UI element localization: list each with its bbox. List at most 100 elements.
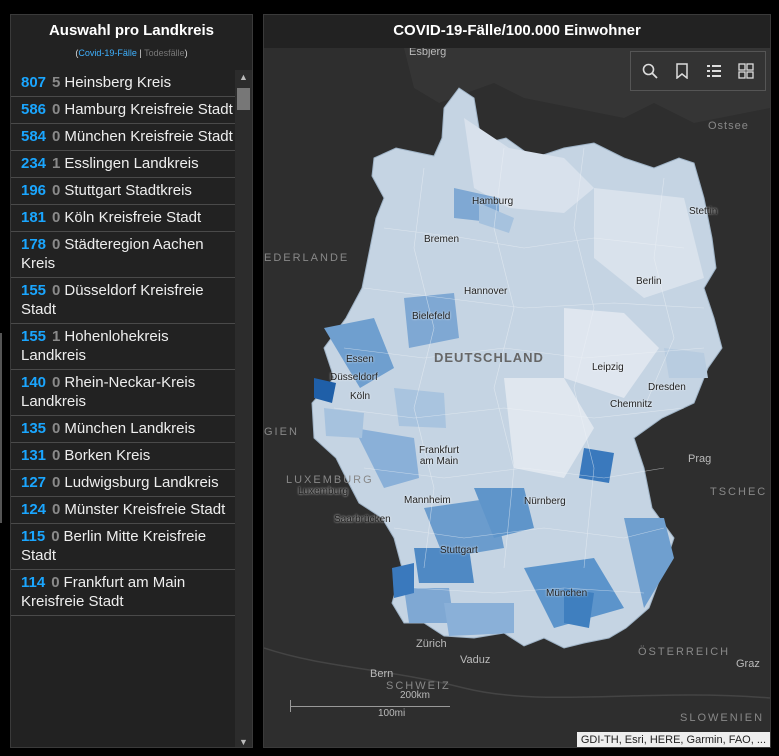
death-count: 0 xyxy=(52,374,61,391)
case-count: 155 xyxy=(21,328,47,345)
death-count: 0 xyxy=(52,447,61,464)
city-label: Hamburg xyxy=(472,196,514,207)
city-label: München xyxy=(546,588,588,599)
map-view[interactable]: Esbjerg Hamburg Bremen Hannover Bielefel… xyxy=(264,48,770,748)
list-item[interactable]: 135 0 München Landkreis xyxy=(11,416,237,443)
list-item[interactable]: 124 0 Münster Kreisfreie Stadt xyxy=(11,497,237,524)
map-attribution[interactable]: GDI-TH, Esri, HERE, Garmin, FAO, ... xyxy=(576,732,770,747)
list-item[interactable]: 234 1 Esslingen Landkreis xyxy=(11,151,237,178)
county-name: Frankfurt am Main Kreisfreie Stadt xyxy=(21,574,186,610)
county-name: München Landkreis xyxy=(64,420,196,437)
death-count: 0 xyxy=(52,282,61,299)
city-label: Berlin xyxy=(636,276,662,287)
city-label: Bremen xyxy=(424,234,460,245)
panel-title: Auswahl pro Landkreis xyxy=(48,22,215,39)
death-count: 0 xyxy=(52,420,61,437)
bookmark-icon[interactable] xyxy=(669,58,695,84)
case-count: 234 xyxy=(21,155,47,172)
list-item[interactable]: 181 0 Köln Kreisfreie Stadt xyxy=(11,205,237,232)
city-label: Graz xyxy=(736,658,760,670)
city-label: Stettin xyxy=(689,206,718,217)
city-label: Mannheim xyxy=(404,495,451,506)
country-label: LUXEMBURG xyxy=(286,474,374,486)
county-list-panel: Auswahl pro Landkreis (Covid-19-Fälle | … xyxy=(10,14,253,748)
country-label: EDERLANDE xyxy=(264,252,350,264)
county-name: Heinsberg Kreis xyxy=(64,74,172,91)
city-label: Köln xyxy=(350,391,371,402)
city-label: Frankfurt am Main xyxy=(418,445,459,467)
list-item[interactable]: 131 0 Borken Kreis xyxy=(11,443,237,470)
city-label: Chemnitz xyxy=(610,399,653,410)
death-count: 0 xyxy=(51,528,60,545)
list-item[interactable]: 155 0 Düsseldorf Kreisfreie Stadt xyxy=(11,278,237,324)
basemap-gallery-icon[interactable] xyxy=(733,58,759,84)
death-count: 0 xyxy=(52,501,61,518)
scale-km: 200km xyxy=(400,690,431,701)
map-panel: COVID-19-Fälle/100.000 Einwohner xyxy=(263,14,771,748)
scale-mi: 100mi xyxy=(378,708,406,719)
death-count: 0 xyxy=(52,474,61,491)
list-item[interactable]: 140 0 Rhein-Neckar-Kreis Landkreis xyxy=(11,370,237,416)
county-name: Rhein-Neckar-Kreis Landkreis xyxy=(21,374,196,410)
city-label: Hannover xyxy=(464,286,508,297)
county-name: Hamburg Kreisfreie Stadt xyxy=(64,101,233,118)
case-count: 115 xyxy=(21,528,46,545)
cases-toggle[interactable]: Covid-19-Fälle xyxy=(78,48,137,58)
county-name: Städteregion Aachen Kreis xyxy=(21,236,204,272)
case-count: 127 xyxy=(21,474,47,491)
city-label: Leipzig xyxy=(592,362,624,373)
choropleth-map[interactable] xyxy=(264,48,770,748)
country-label-germany: DEUTSCHLAND xyxy=(434,350,544,365)
legend-icon[interactable] xyxy=(701,58,727,84)
city-label: Düsseldorf xyxy=(330,372,378,383)
case-count: 135 xyxy=(21,420,47,437)
list-item[interactable]: 178 0 Städteregion Aachen Kreis xyxy=(11,232,237,278)
death-count: 0 xyxy=(52,182,61,199)
map-title: COVID-19-Fälle/100.000 Einwohner xyxy=(393,22,641,39)
country-label: ÖSTERREICH xyxy=(638,646,731,658)
case-count: 155 xyxy=(21,282,47,299)
list-item[interactable]: 584 0 München Kreisfreie Stadt xyxy=(11,124,237,151)
map-toolbar xyxy=(630,51,766,91)
city-label: Prag xyxy=(688,453,712,465)
death-count: 1 xyxy=(52,328,61,345)
list-item[interactable]: 127 0 Ludwigsburg Landkreis xyxy=(11,470,237,497)
case-count: 124 xyxy=(21,501,47,518)
scroll-down-icon[interactable]: ▼ xyxy=(239,737,248,747)
country-label: GIEN xyxy=(264,426,299,438)
case-count: 807 xyxy=(21,74,47,91)
city-label: Dresden xyxy=(648,382,686,393)
death-count: 0 xyxy=(51,574,60,591)
county-name: Esslingen Landkreis xyxy=(64,155,199,172)
list-item[interactable]: 586 0 Hamburg Kreisfreie Stadt xyxy=(11,97,237,124)
city-label: Bielefeld xyxy=(412,311,451,322)
sea-label: Ostsee xyxy=(708,120,749,132)
case-count: 114 xyxy=(21,574,46,591)
scale-bar: 200km 100mi xyxy=(290,690,450,720)
death-count: 0 xyxy=(52,236,61,253)
list-item[interactable]: 114 0 Frankfurt am Main Kreisfreie Stadt xyxy=(11,570,237,616)
case-count: 181 xyxy=(21,209,47,226)
case-count: 140 xyxy=(21,374,47,391)
death-count: 0 xyxy=(52,128,61,145)
county-name: Münster Kreisfreie Stadt xyxy=(64,501,226,518)
scroll-up-icon[interactable]: ▲ xyxy=(239,72,248,82)
list-item[interactable]: 115 0 Berlin Mitte Kreisfreie Stadt xyxy=(11,524,237,570)
death-count: 5 xyxy=(52,74,61,91)
city-label: Esbjerg xyxy=(409,48,447,58)
list-scrollbar[interactable]: ▲ ▼ xyxy=(235,70,252,747)
list-item[interactable]: 807 5 Heinsberg Kreis xyxy=(11,70,237,97)
search-icon[interactable] xyxy=(637,58,663,84)
county-name: Hohenlohekreis Landkreis xyxy=(21,328,169,364)
city-label: Vaduz xyxy=(460,654,491,666)
case-count: 584 xyxy=(21,128,47,145)
death-count: 0 xyxy=(52,209,61,226)
list-item[interactable]: 155 1 Hohenlohekreis Landkreis xyxy=(11,324,237,370)
list-item[interactable]: 196 0 Stuttgart Stadtkreis xyxy=(11,178,237,205)
scroll-thumb[interactable] xyxy=(237,88,250,110)
city-label: Bern xyxy=(370,668,394,680)
deaths-toggle[interactable]: Todesfälle xyxy=(144,48,185,58)
county-name: Borken Kreis xyxy=(64,447,151,464)
county-list: 807 5 Heinsberg Kreis 586 0 Hamburg Kreisfre… xyxy=(11,70,237,747)
city-label: Essen xyxy=(346,354,374,365)
